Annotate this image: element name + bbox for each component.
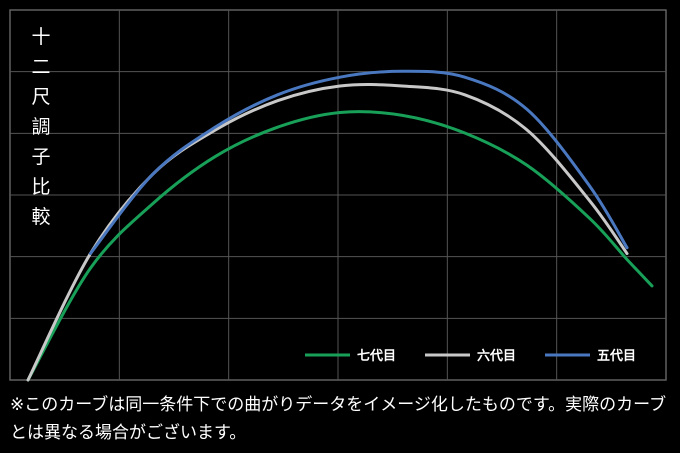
series-line-1 (26, 110, 654, 382)
grid (10, 10, 666, 380)
legend: 七代目 六代目 五代目 (305, 348, 636, 364)
chart: 七代目 六代目 五代目 (9, 9, 667, 382)
footnote: ※このカーブは同一条件下での曲がりデータをイメージ化したものです。実際のカーブと… (10, 395, 667, 443)
legend-label-2: 六代目 (477, 348, 516, 364)
legend-label-1: 七代目 (357, 348, 396, 364)
chart-title: 十 二 尺 調 子 比 較 (31, 26, 51, 228)
series-line-2 (26, 83, 629, 382)
legend-label-3: 五代目 (597, 348, 636, 364)
series-group (26, 69, 654, 382)
series-line-3 (88, 69, 629, 256)
